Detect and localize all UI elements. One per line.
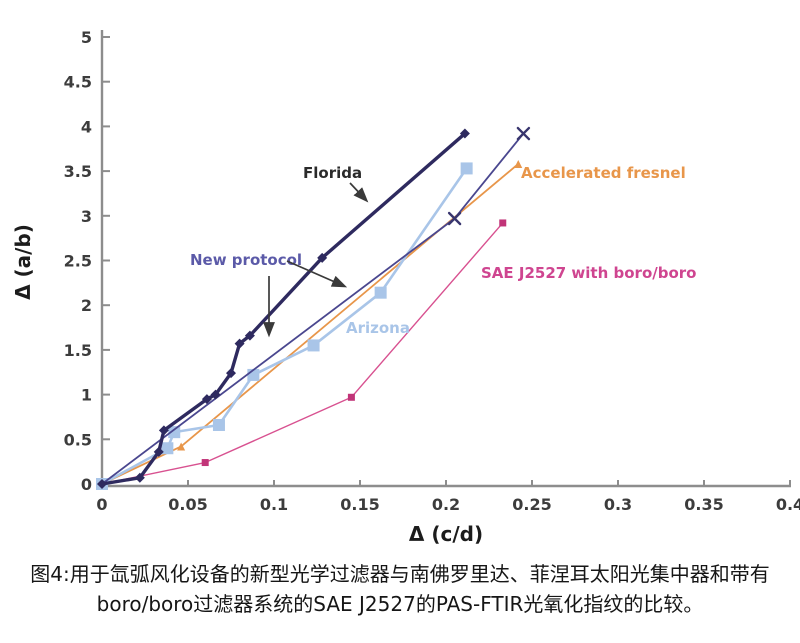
tick-layer: 0 0.05 0.1 0.15 0.2 0.25 0.3 0.35 0.4 0 0.5 1 1.5 2 2.… — [64, 28, 800, 514]
figure-caption: 图4:用于氙弧风化设备的新型光学过滤器与南佛罗里达、菲涅耳太阳光集中器和带有 b… — [10, 559, 790, 619]
series-florida-marker — [317, 252, 328, 263]
series-florida-marker — [201, 394, 212, 405]
x-tick-label: 0.2 — [432, 495, 460, 514]
y-tick-label: 0.5 — [64, 430, 92, 449]
series-florida-marker — [226, 368, 236, 379]
new-protocol-series-label: New protocol — [190, 251, 302, 269]
caption-line-2: boro/boro过滤器系统的SAE J2527的PAS-FTIR光氧化指纹的比… — [96, 592, 704, 616]
chart: 0 0.05 0.1 0.15 0.2 0.25 0.3 0.35 0.4 0 0.5 1 1.5 2 2.… — [11, 28, 800, 546]
y-tick-label: 4.5 — [64, 73, 92, 92]
y-axis-title: Δ (a/b) — [11, 224, 35, 300]
y-tick-label: 3 — [81, 207, 92, 226]
caption-line-1: 图4:用于氙弧风化设备的新型光学过滤器与南佛罗里达、菲涅耳太阳光集中器和带有 — [30, 562, 770, 586]
series-arizona-marker — [161, 442, 174, 455]
x-tick-label: 0.25 — [512, 495, 551, 514]
florida-series-label: Florida — [303, 164, 362, 182]
series-accelerated-fresnel-marker — [514, 159, 523, 168]
series-florida-marker — [459, 128, 470, 139]
series-sae-j2527-with-boro-boro-marker — [201, 459, 209, 467]
series-florida-marker — [97, 479, 107, 489]
y-tick-label: 4 — [81, 117, 92, 136]
y-tick-label: 0 — [81, 475, 92, 494]
series-arizona-marker — [460, 162, 473, 175]
x-tick-label: 0.3 — [604, 495, 632, 514]
series-new-protocol-marker — [516, 126, 531, 141]
x-axis-title: Δ (c/d) — [409, 522, 483, 546]
series-accelerated-fresnel-marker — [177, 442, 186, 451]
y-tick-label: 2.5 — [64, 252, 92, 271]
x-tick-label: 0.15 — [340, 495, 379, 514]
accelerated-fresnel-series-label: Accelerated fresnel — [521, 164, 686, 182]
y-tick-label: 1.5 — [64, 341, 92, 360]
x-tick-label: 0 — [96, 495, 107, 514]
series-arizona-marker — [307, 339, 320, 352]
series-sae-j2527-with-boro-boro-marker — [499, 219, 507, 227]
x-tick-label: 0.1 — [260, 495, 288, 514]
series-layer — [96, 126, 531, 490]
series-florida-marker — [134, 472, 145, 483]
series-florida-line — [100, 131, 467, 486]
x-tick-label: 0.05 — [168, 495, 207, 514]
x-tick-label: 0.35 — [684, 495, 723, 514]
series-florida-marker — [244, 330, 255, 341]
series-arizona-marker — [168, 426, 181, 439]
series-new-protocol-marker — [447, 211, 462, 226]
y-tick-label: 1 — [81, 386, 92, 405]
x-tick-label: 0.4 — [776, 495, 800, 514]
series-sae-j2527-with-boro-boro-marker — [347, 393, 355, 401]
florida-arrow — [349, 182, 369, 203]
series-sae-j2527-with-boro-boro-line — [101, 222, 504, 485]
y-tick-label: 3.5 — [64, 162, 92, 181]
series-florida-marker — [158, 425, 169, 436]
sae-j2527-series-label: SAE J2527 with boro/boro — [481, 264, 696, 282]
new-protocol-diagonal-arrow — [286, 260, 348, 288]
series-arizona-marker — [247, 368, 260, 381]
series-florida-marker — [234, 338, 245, 349]
y-tick-label: 5 — [81, 28, 92, 47]
series-arizona-line — [100, 167, 468, 486]
series-florida-marker — [210, 389, 221, 400]
annotations-layer: Florida New protocol Accelerated fresnel… — [190, 164, 696, 338]
series-florida-marker — [153, 446, 164, 457]
y-tick-label: 2 — [81, 296, 92, 315]
series-arizona-marker — [374, 286, 387, 299]
arizona-series-label: Arizona — [346, 319, 410, 337]
series-arizona-marker — [212, 418, 225, 431]
